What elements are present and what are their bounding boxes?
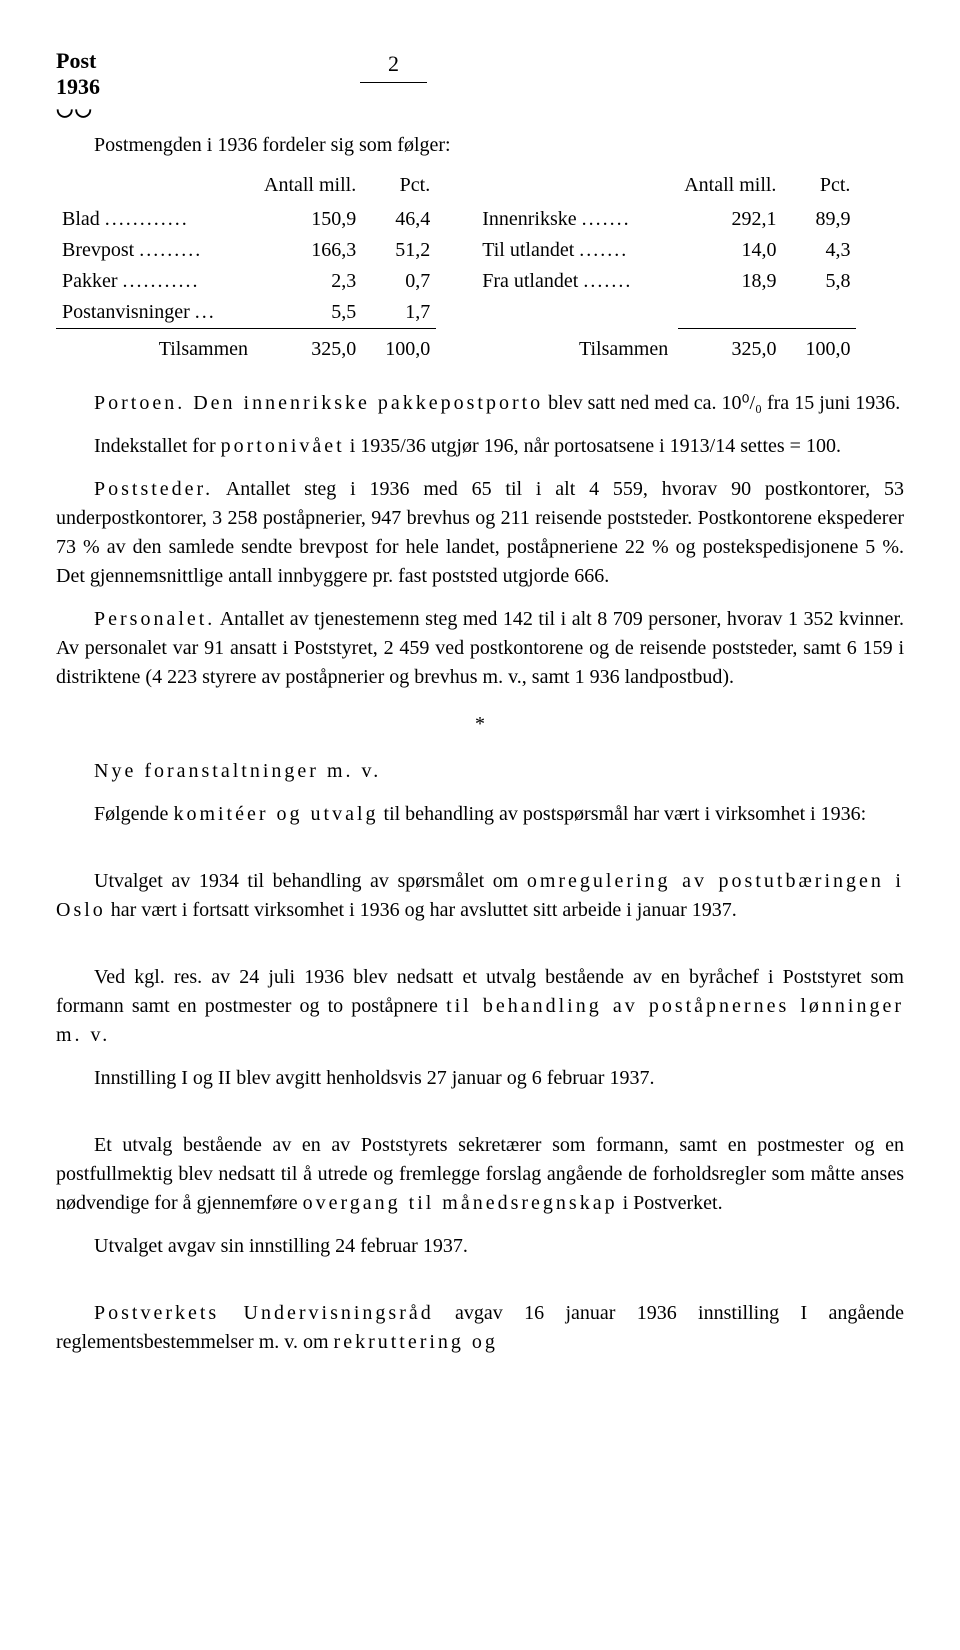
table-row: Fra utlandet ....... 18,9 5,8 [476, 266, 856, 297]
header-title-line1: Post [56, 48, 100, 74]
paragraph: Innstilling I og II blev avgitt henholds… [56, 1064, 904, 1093]
spaced-term: Poststeder. [94, 478, 213, 500]
page-header: Post 1936 ◡◡ 2 [56, 48, 904, 121]
sum-row: Tilsammen 325,0 100,0 [56, 328, 436, 365]
table-row [476, 297, 856, 328]
paragraph: Ved kgl. res. av 24 juli 1936 blev nedsa… [56, 963, 904, 1050]
tables-row: Antall mill. Pct. Blad ............ 150,… [56, 170, 904, 365]
table-row: Postanvisninger ... 5,5 1,7 [56, 297, 436, 329]
paragraph: Et utvalg bestående av en av Poststyrets… [56, 1131, 904, 1218]
paragraph: Utvalget avgav sin innstilling 24 februa… [56, 1232, 904, 1261]
paragraph: Nye foranstaltninger m. v. [56, 757, 904, 786]
spaced-term: komitéer og utvalg [173, 803, 378, 825]
paragraph: Personalet. Antallet av tjenestemenn ste… [56, 605, 904, 692]
spaced-term: rekruttering og [334, 1331, 498, 1353]
table-row: Blad ............ 150,9 46,4 [56, 204, 436, 235]
page-number: 2 [360, 48, 427, 83]
spaced-term: Nye foranstaltninger m. v. [94, 760, 381, 782]
divider-star: * [56, 710, 904, 739]
paragraph: Poststeder. Antallet steg i 1936 med 65 … [56, 475, 904, 591]
right-table: Antall mill. Pct. Innenrikske ....... 29… [476, 170, 856, 365]
paragraph: Indekstallet for portonivået i 1935/36 u… [56, 432, 904, 461]
col-header: Antall mill. [258, 170, 362, 204]
paragraph: Utvalget av 1934 til behandling av spørs… [56, 867, 904, 925]
paragraph: Postverkets Undervisningsråd avgav 16 ja… [56, 1299, 904, 1357]
table-row: Pakker ........... 2,3 0,7 [56, 266, 436, 297]
paragraph: Portoen. Den innenrikske pakkepostporto … [56, 389, 904, 418]
table-row: Brevpost ......... 166,3 51,2 [56, 235, 436, 266]
table-row: Til utlandet ....... 14,0 4,3 [476, 235, 856, 266]
header-title: Post 1936 ◡◡ [56, 48, 100, 121]
spaced-term: portonivået [221, 435, 345, 457]
col-header: Pct. [782, 170, 856, 204]
col-header: Pct. [362, 170, 436, 204]
spaced-term: overgang til månedsregnskap [303, 1192, 618, 1214]
left-table: Antall mill. Pct. Blad ............ 150,… [56, 170, 436, 365]
col-header: Antall mill. [678, 170, 782, 204]
paragraph: Følgende komitéer og utvalg til behandli… [56, 800, 904, 829]
spaced-term: Postverkets Undervisningsråd [94, 1302, 434, 1324]
spaced-term: Personalet. [94, 608, 215, 630]
sum-row: Tilsammen 325,0 100,0 [476, 328, 856, 365]
table-row: Innenrikske ....... 292,1 89,9 [476, 204, 856, 235]
intro-text: Postmengden i 1936 fordeler sig som følg… [94, 131, 904, 160]
spaced-term: Portoen. Den innenrikske pakkepostporto [94, 392, 543, 414]
